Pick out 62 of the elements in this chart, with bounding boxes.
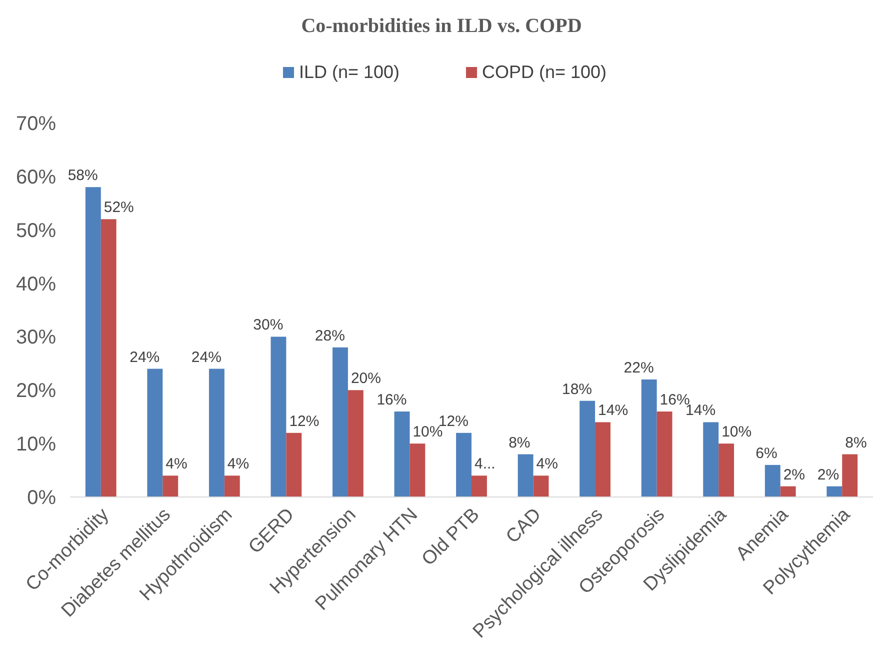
bar xyxy=(842,454,858,497)
y-tick-label: 30% xyxy=(16,326,56,349)
data-label: 14% xyxy=(598,402,628,420)
data-label: 2% xyxy=(817,466,840,484)
data-label: 4% xyxy=(536,456,558,473)
bar xyxy=(456,432,472,497)
bar xyxy=(703,422,719,497)
y-tick-label: 10% xyxy=(16,434,56,456)
bar xyxy=(162,476,178,497)
data-label: 12% xyxy=(438,412,468,430)
data-label: 2% xyxy=(783,466,806,484)
x-tick-label: Old PTB xyxy=(418,504,484,570)
bar xyxy=(764,464,780,497)
y-tick-label: 60% xyxy=(16,166,56,188)
data-label: 24% xyxy=(191,348,222,366)
bar xyxy=(518,454,534,497)
bar xyxy=(580,400,596,497)
x-tick-label: CAD xyxy=(502,504,546,548)
bar xyxy=(270,336,286,497)
data-label: 30% xyxy=(253,316,284,334)
data-label: 6% xyxy=(756,444,778,462)
bar xyxy=(472,476,487,497)
bar xyxy=(100,219,116,497)
data-label: 12% xyxy=(289,412,320,430)
data-label: 28% xyxy=(314,327,345,344)
bar xyxy=(641,379,657,497)
data-label: 18% xyxy=(562,380,592,398)
bar xyxy=(780,486,796,497)
data-label: 4% xyxy=(227,456,250,473)
data-label: 24% xyxy=(130,348,160,366)
data-label: 20% xyxy=(350,370,381,388)
data-label: 58% xyxy=(68,167,98,184)
data-label: 52% xyxy=(104,199,134,216)
data-label: 10% xyxy=(722,424,752,441)
data-label: 22% xyxy=(624,359,654,376)
data-label: 16% xyxy=(376,392,407,409)
y-tick-label: 0% xyxy=(27,487,56,509)
data-label: 4% xyxy=(166,456,188,473)
y-tick-label: 70% xyxy=(16,113,56,135)
bar xyxy=(718,444,734,497)
bar xyxy=(147,368,163,497)
bar xyxy=(332,347,348,497)
chart-title: Co-morbidities in ILD vs. COPD xyxy=(301,15,582,37)
bar xyxy=(656,412,672,497)
bar xyxy=(348,390,364,497)
bar xyxy=(286,432,302,497)
bar xyxy=(224,476,240,497)
bar xyxy=(394,412,410,497)
bar xyxy=(533,476,549,497)
bar xyxy=(208,368,224,497)
y-tick-label: 20% xyxy=(16,380,56,402)
data-label: 4... xyxy=(474,456,496,473)
y-tick-label: 40% xyxy=(16,273,56,296)
y-tick-label: 50% xyxy=(16,220,56,242)
data-label: 8% xyxy=(845,434,867,452)
bar xyxy=(410,444,426,497)
data-label: 8% xyxy=(508,434,530,452)
legend-label: COPD (n= 100) xyxy=(482,62,607,82)
bar xyxy=(85,187,101,497)
bar xyxy=(826,486,842,497)
bar xyxy=(595,422,610,497)
legend-label: ILD (n= 100) xyxy=(299,62,400,82)
